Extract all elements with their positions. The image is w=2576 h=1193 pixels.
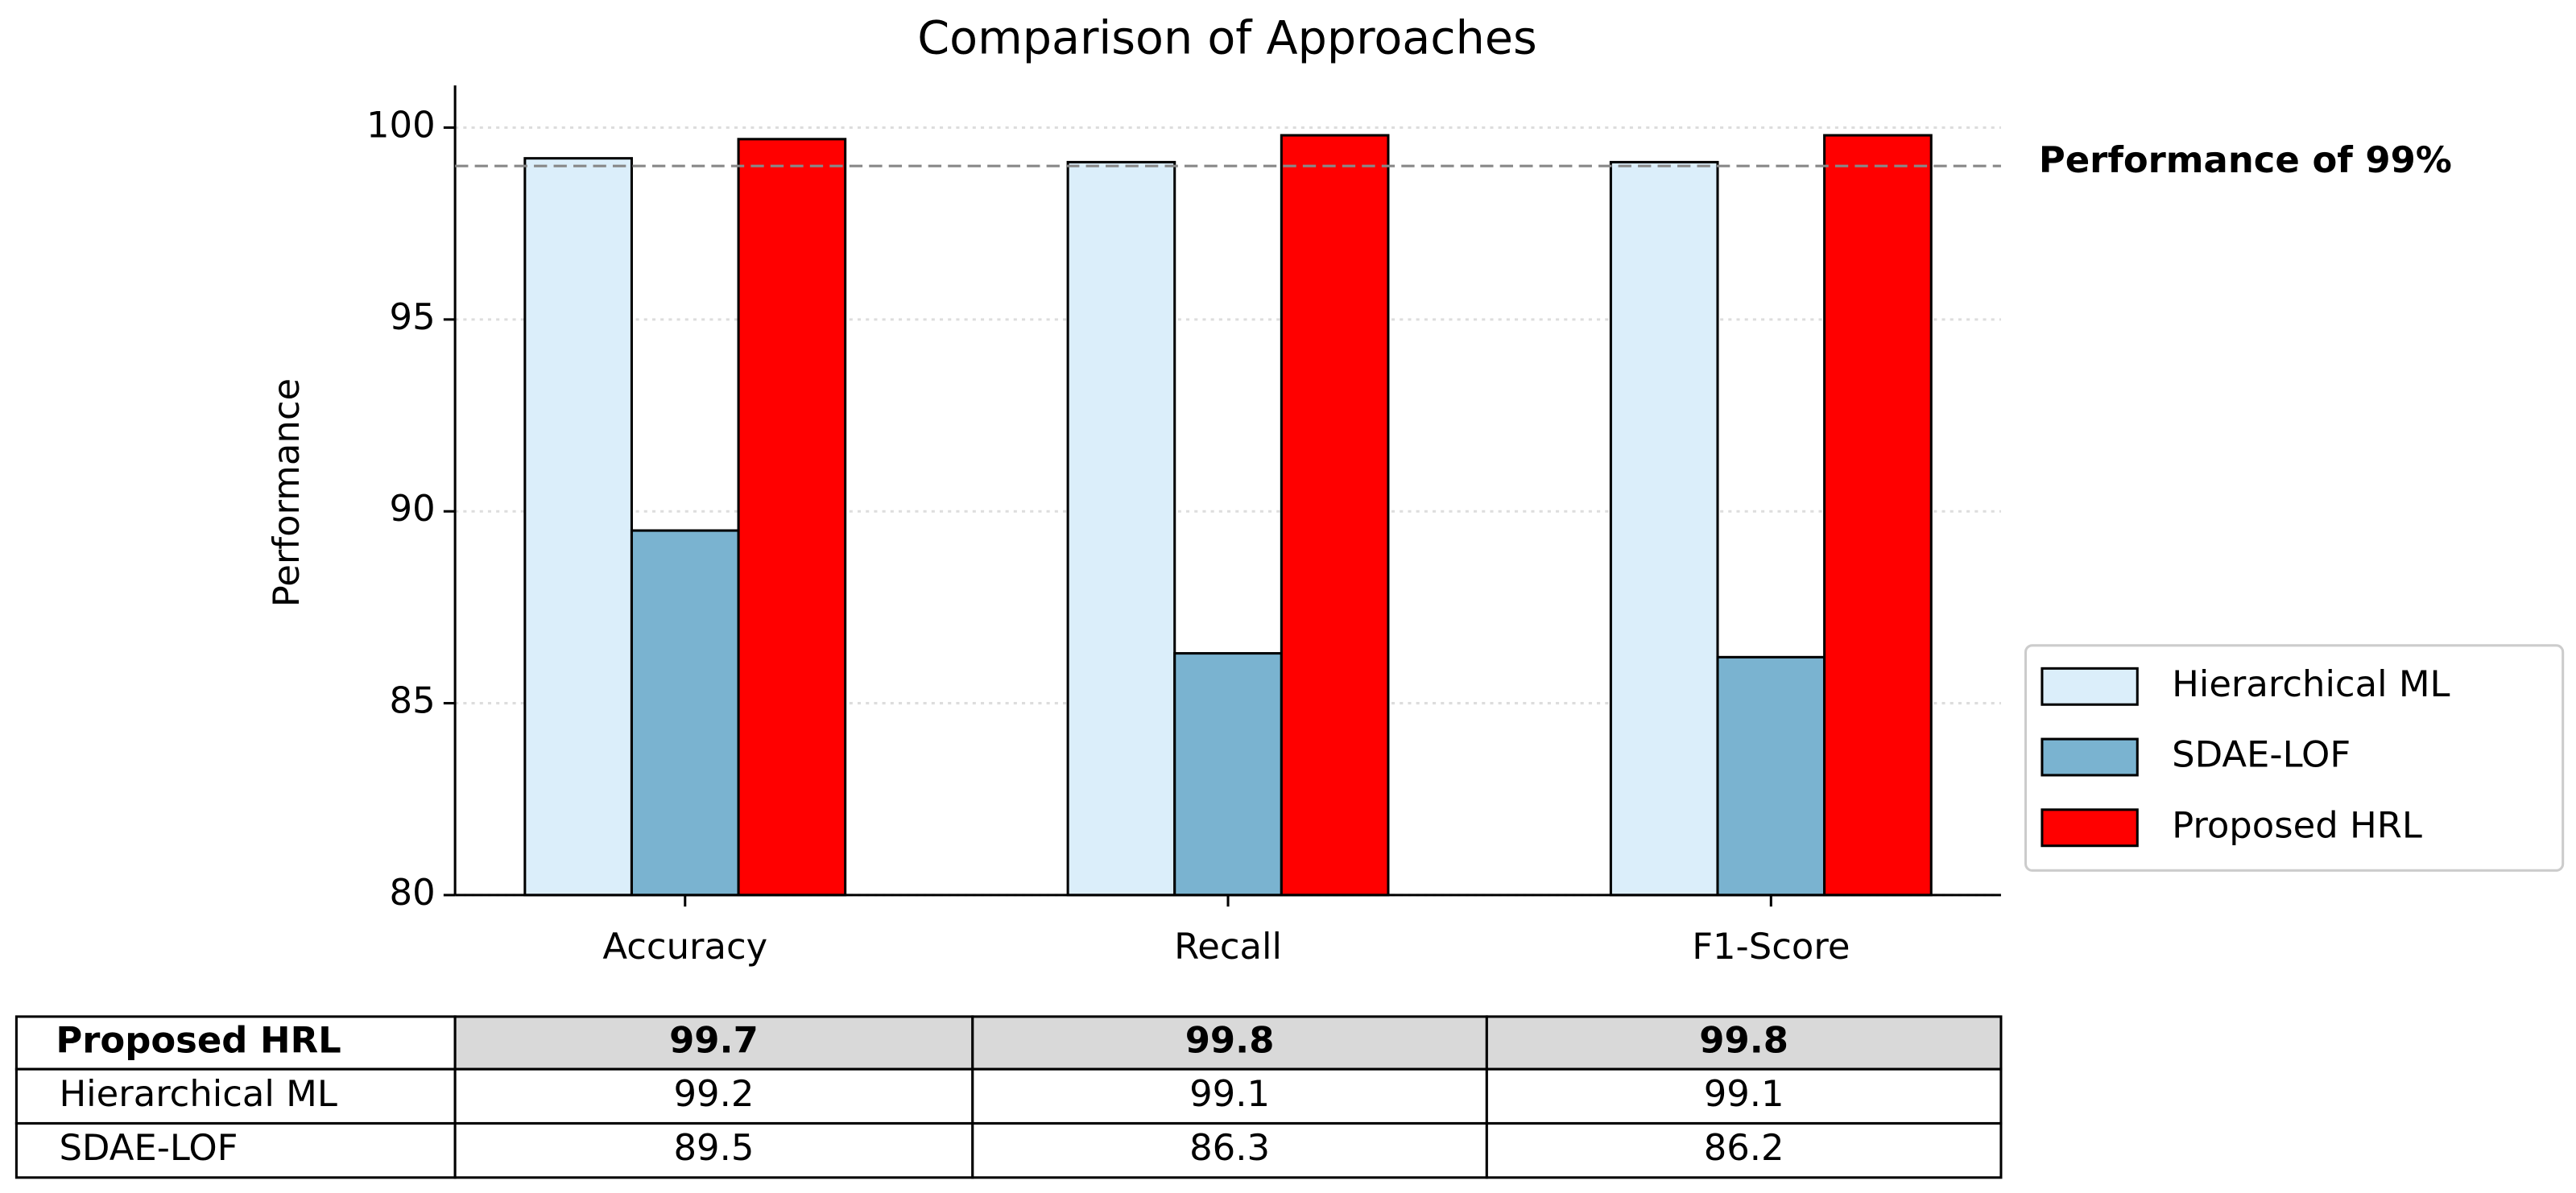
- legend-label: Hierarchical ML: [2172, 663, 2450, 705]
- y-tick-label: 100: [366, 104, 436, 147]
- chart-title: Comparison of Approaches: [917, 12, 1537, 65]
- reference-label: Performance of 99%: [2039, 138, 2452, 181]
- table-row-label: SDAE-LOF: [59, 1126, 238, 1169]
- table-value: 99.2: [673, 1072, 754, 1115]
- y-tick-label: 90: [390, 487, 436, 530]
- legend-swatch: [2041, 737, 2139, 777]
- bar: [1066, 160, 1176, 897]
- bar: [1280, 134, 1390, 897]
- x-tick-label: Recall: [1174, 925, 1282, 968]
- table-value: 86.2: [1704, 1126, 1784, 1169]
- table-value: 99.8: [1185, 1019, 1275, 1062]
- table-cell: [1485, 1121, 2003, 1179]
- bar: [1716, 655, 1826, 897]
- legend-swatch: [2041, 808, 2139, 848]
- table-value: 89.5: [673, 1126, 754, 1169]
- table-value: 99.1: [1189, 1072, 1270, 1115]
- bar: [630, 529, 740, 897]
- y-axis-label: Performance: [265, 378, 308, 607]
- bar: [1173, 652, 1283, 897]
- table-value: 99.8: [1699, 1019, 1788, 1062]
- y-tick-label: 80: [390, 871, 436, 914]
- table-cell: [1485, 1067, 2003, 1125]
- y-tick-label: 85: [390, 679, 436, 722]
- legend-swatch: [2041, 667, 2139, 706]
- bar: [523, 157, 633, 897]
- bar: [1823, 134, 1933, 897]
- y-tick-label: 95: [390, 295, 436, 338]
- bar: [737, 138, 847, 897]
- legend-label: Proposed HRL: [2172, 803, 2422, 846]
- table-value: 99.7: [669, 1019, 759, 1062]
- table-row-label: Hierarchical ML: [59, 1072, 337, 1115]
- table-cell: [14, 1121, 457, 1179]
- x-tick-label: Accuracy: [602, 925, 767, 968]
- table-cell: [1485, 1015, 2003, 1071]
- table-cell: [453, 1121, 974, 1179]
- table-value: 99.1: [1704, 1072, 1784, 1115]
- legend-label: SDAE-LOF: [2172, 733, 2351, 776]
- bar: [1609, 160, 1719, 897]
- table-cell: [453, 1067, 974, 1125]
- table-value: 86.3: [1189, 1126, 1270, 1169]
- legend-box: [2024, 644, 2565, 872]
- table-cell: [453, 1015, 974, 1071]
- table-row-label: Proposed HRL: [56, 1019, 341, 1062]
- x-tick-label: F1-Score: [1692, 925, 1850, 968]
